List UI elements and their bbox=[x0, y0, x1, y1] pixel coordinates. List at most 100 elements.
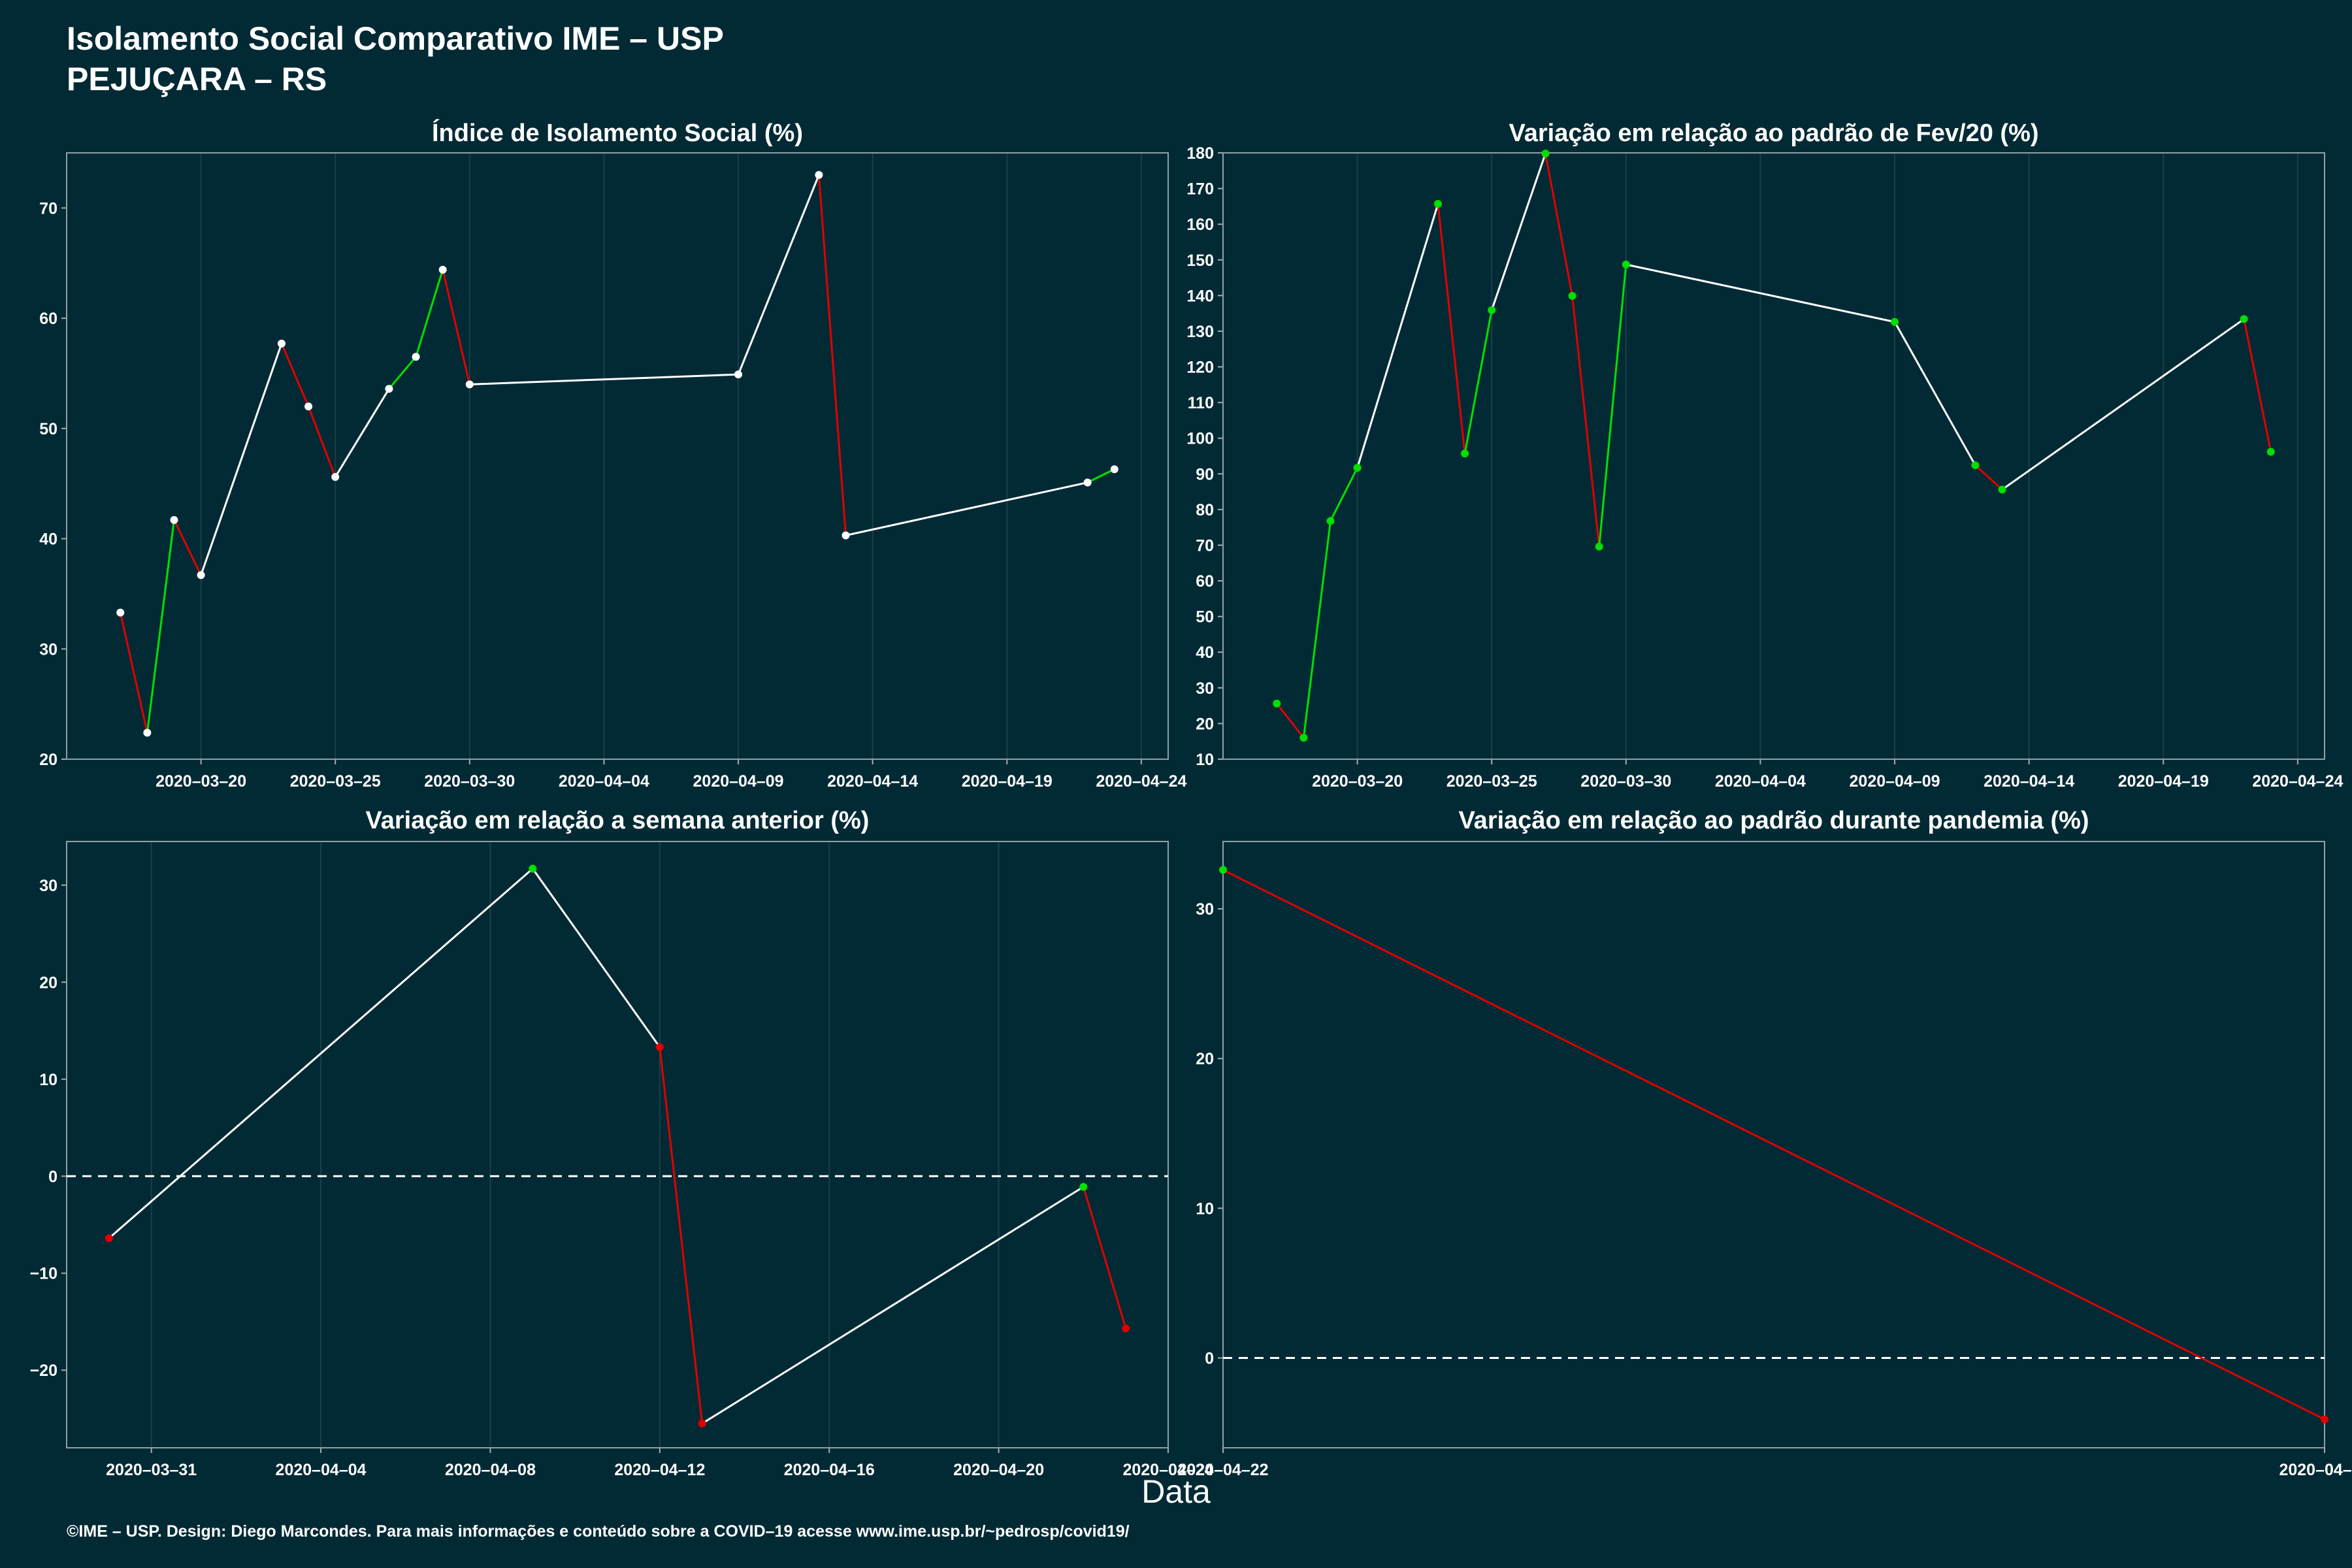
data-point bbox=[2321, 1415, 2328, 1424]
x-tick-label: 2020–04–20 bbox=[953, 1461, 1044, 1479]
x-tick-label: 2020–04–09 bbox=[693, 772, 784, 791]
x-tick-label: 2020–04–24 bbox=[2252, 772, 2343, 791]
series-segment bbox=[1222, 869, 2325, 1420]
y-tick-label: 100 bbox=[1186, 430, 1214, 448]
footer-credit: ©IME – USP. Design: Diego Marcondes. Par… bbox=[67, 1522, 1130, 1541]
data-point bbox=[1891, 318, 1899, 326]
data-point bbox=[331, 473, 340, 482]
data-point bbox=[1326, 517, 1335, 525]
x-tick-label: 2020–03–30 bbox=[424, 772, 515, 791]
y-tick-label: 150 bbox=[1186, 252, 1214, 270]
data-point bbox=[438, 265, 447, 274]
chart-title: Isolamento Social Comparativo IME – USP bbox=[67, 20, 724, 57]
y-tick-label: −10 bbox=[30, 1265, 57, 1283]
y-tick-label: 30 bbox=[1196, 900, 1214, 919]
data-point bbox=[1998, 485, 2006, 494]
y-tick-label: 90 bbox=[1196, 465, 1214, 483]
y-tick-label: 0 bbox=[48, 1168, 57, 1186]
y-tick-label: 20 bbox=[39, 973, 57, 992]
panel-title: Variação em relação ao padrão durante pa… bbox=[1458, 807, 2089, 834]
series-segment bbox=[845, 482, 1088, 536]
series-segment bbox=[108, 868, 534, 1239]
y-tick-label: 180 bbox=[1186, 144, 1214, 163]
y-tick-label: 50 bbox=[1196, 608, 1214, 627]
data-point bbox=[1299, 734, 1308, 742]
y-tick-label: −20 bbox=[30, 1362, 57, 1380]
data-point bbox=[841, 531, 850, 540]
y-tick-label: 10 bbox=[1196, 1200, 1214, 1218]
series-segment bbox=[442, 269, 471, 385]
data-point bbox=[116, 608, 125, 617]
data-point bbox=[1122, 1324, 1130, 1333]
panel-title: Variação em relação ao padrão de Fev/20 … bbox=[1509, 120, 2038, 147]
y-tick-label: 30 bbox=[39, 877, 57, 895]
series-segment bbox=[388, 356, 417, 390]
x-tick-label: 2020–03–25 bbox=[1446, 772, 1537, 791]
x-tick-label: 2020–03–20 bbox=[1312, 772, 1403, 791]
data-point bbox=[529, 864, 537, 873]
panel-frame bbox=[1222, 841, 2325, 1448]
data-point bbox=[1622, 260, 1630, 269]
series-segment bbox=[119, 612, 148, 733]
data-point bbox=[655, 1043, 664, 1051]
data-point bbox=[465, 380, 474, 389]
data-point bbox=[1110, 465, 1119, 474]
y-tick-label: 160 bbox=[1186, 216, 1214, 234]
series-segment bbox=[307, 406, 336, 478]
data-point bbox=[734, 370, 743, 379]
series-segment bbox=[1490, 153, 1546, 311]
y-tick-label: 20 bbox=[1196, 715, 1214, 733]
y-tick-label: 80 bbox=[1196, 501, 1214, 519]
y-tick-label: 50 bbox=[39, 420, 57, 438]
x-tick-label: 2020–04–19 bbox=[962, 772, 1053, 791]
data-point bbox=[2240, 315, 2248, 323]
y-tick-label: 140 bbox=[1186, 287, 1214, 305]
data-point bbox=[277, 339, 286, 348]
series-segment bbox=[1893, 321, 1976, 466]
x-tick-label: 2020–04–24 bbox=[1122, 1461, 1213, 1479]
series-segment bbox=[1463, 310, 1493, 454]
data-point bbox=[170, 515, 178, 524]
x-tick-label: 2020–04–22 bbox=[1177, 1461, 1268, 1479]
series-segment bbox=[1082, 1186, 1127, 1329]
series-segment bbox=[415, 269, 444, 357]
y-tick-label: 60 bbox=[1196, 572, 1214, 591]
series-segment bbox=[1302, 521, 1331, 738]
series-segment bbox=[1625, 263, 1895, 323]
x-tick-label: 2020–03–31 bbox=[106, 1461, 197, 1479]
series-segment bbox=[146, 519, 175, 733]
x-tick-label: 2020–04–12 bbox=[614, 1461, 705, 1479]
x-tick-label: 2020–04–16 bbox=[784, 1461, 875, 1479]
panel-frame bbox=[66, 152, 1169, 760]
y-tick-label: 20 bbox=[39, 751, 57, 769]
series-segment bbox=[1974, 465, 2003, 491]
data-point bbox=[1595, 542, 1603, 551]
data-point bbox=[815, 171, 823, 179]
series-segment bbox=[280, 343, 310, 407]
x-tick-label: 2020–04–14 bbox=[1984, 772, 2074, 791]
y-tick-label: 70 bbox=[1196, 536, 1214, 555]
y-tick-label: 30 bbox=[39, 640, 57, 659]
panel-2: Variação em relação ao padrão de Fev/20 … bbox=[1186, 120, 2343, 791]
x-tick-label: 2020–04–19 bbox=[2118, 772, 2209, 791]
series-segment bbox=[173, 519, 202, 576]
panel-frame bbox=[1222, 152, 2325, 760]
y-tick-label: 40 bbox=[1196, 644, 1214, 662]
data-point bbox=[1079, 1183, 1088, 1191]
series-segment bbox=[2243, 319, 2272, 452]
series-segment bbox=[817, 174, 847, 536]
y-tick-label: 70 bbox=[39, 199, 57, 218]
x-tick-label: 2020–04–04 bbox=[559, 772, 649, 791]
chart-subtitle: PEJUÇARA – RS bbox=[67, 61, 327, 97]
y-tick-label: 20 bbox=[1196, 1050, 1214, 1068]
y-tick-label: 10 bbox=[1196, 751, 1214, 769]
data-point bbox=[1353, 464, 1362, 472]
data-point bbox=[1433, 200, 1442, 208]
x-tick-label: 2020–03–30 bbox=[1580, 772, 1671, 791]
series-segment bbox=[737, 174, 820, 375]
series-segment bbox=[1330, 467, 1358, 522]
series-segment bbox=[1437, 203, 1466, 454]
y-tick-label: 40 bbox=[39, 531, 57, 549]
data-point bbox=[1083, 478, 1092, 487]
series-segment bbox=[659, 1047, 704, 1424]
